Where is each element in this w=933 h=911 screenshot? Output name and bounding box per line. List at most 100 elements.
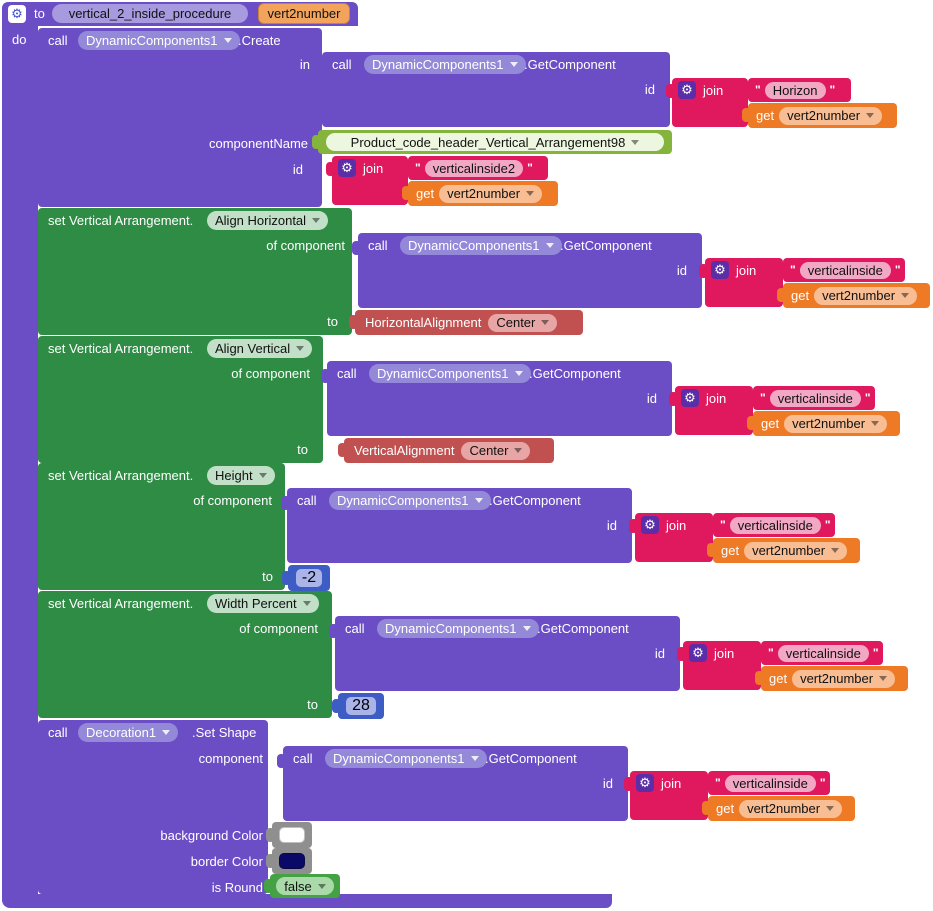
get-label: get [791, 287, 810, 303]
get-variable-block[interactable]: get vert2number [707, 538, 860, 563]
background-color-swatch[interactable] [279, 827, 305, 843]
string-field[interactable]: verticalinside2 [424, 159, 524, 177]
mutator-gear-icon[interactable]: ⚙ [681, 389, 699, 407]
chevron-down-icon [879, 676, 888, 681]
get-variable-block[interactable]: get vert2number [777, 283, 930, 308]
text-string-block[interactable]: " verticalinside " [777, 258, 905, 282]
dropdown-value: vert2number [747, 801, 821, 816]
string-field[interactable]: verticalinside [769, 389, 861, 407]
string-field[interactable]: verticalinside [777, 644, 869, 662]
plug [321, 369, 330, 383]
mutator-gear-icon[interactable]: ⚙ [689, 644, 707, 662]
getcomponent-component-dropdown[interactable]: DynamicComponents1 [329, 491, 491, 510]
chevron-down-icon [312, 218, 321, 223]
alignment-dropdown[interactable]: Center [461, 441, 531, 460]
property-dropdown[interactable]: Align Horizontal [207, 211, 329, 230]
get-variable-block[interactable]: get vert2number [702, 796, 855, 821]
variable-dropdown[interactable]: vert2number [779, 106, 883, 125]
text-string-block[interactable]: " verticalinside " [747, 386, 875, 410]
plug [699, 264, 708, 278]
procedure-block-footer[interactable] [2, 894, 612, 908]
string-field[interactable]: Horizon [764, 81, 826, 99]
close-quote: " [819, 776, 826, 790]
string-field[interactable]: verticalinside [799, 261, 891, 279]
variable-dropdown[interactable]: vert2number [784, 414, 888, 433]
componentname-label: componentName [209, 136, 308, 151]
component-name-dropdown[interactable]: Product_code_header_Vertical_Arrangement… [326, 133, 664, 151]
of-component-label: of component [266, 238, 345, 253]
to-label: to [297, 442, 308, 457]
variable-dropdown[interactable]: vert2number [814, 286, 918, 305]
logic-dropdown[interactable]: false [276, 877, 334, 895]
get-variable-block[interactable]: get vert2number [402, 181, 558, 206]
number-block[interactable]: -2 [282, 565, 330, 591]
plug [312, 135, 321, 149]
dropdown-value: DynamicComponents1 [337, 493, 469, 508]
property-dropdown[interactable]: Height [207, 466, 275, 485]
variable-dropdown[interactable]: vert2number [744, 541, 848, 560]
gear-glyph: ⚙ [639, 775, 651, 790]
property-dropdown[interactable]: Width Percent [207, 594, 319, 613]
getcomponent-component-dropdown[interactable]: DynamicComponents1 [369, 364, 531, 383]
chevron-down-icon [522, 626, 531, 631]
color-block[interactable] [266, 822, 312, 848]
mutator-gear-icon[interactable]: ⚙ [678, 81, 696, 99]
horizontal-alignment-block[interactable]: HorizontalAlignment Center [349, 310, 583, 335]
border-color-swatch[interactable] [279, 853, 305, 869]
decoration-setshape-block[interactable] [38, 720, 268, 894]
getcomponent-component-dropdown[interactable]: DynamicComponents1 [377, 619, 539, 638]
chevron-down-icon [866, 113, 875, 118]
getcomponent-component-dropdown[interactable]: DynamicComponents1 [364, 55, 526, 74]
get-variable-block[interactable]: get vert2number [747, 411, 900, 436]
logic-false-block[interactable]: false [264, 874, 340, 898]
chevron-down-icon [258, 473, 267, 478]
property-dropdown[interactable]: Align Vertical [207, 339, 313, 358]
decoration-component-dropdown[interactable]: Decoration1 [78, 723, 179, 742]
procedure-block-spine[interactable] [2, 24, 38, 894]
mutator-gear-icon[interactable]: ⚙ [636, 774, 654, 792]
variable-dropdown[interactable]: vert2number [739, 799, 843, 818]
create-component-dropdown[interactable]: DynamicComponents1 [78, 31, 240, 50]
dropdown-value: DynamicComponents1 [333, 751, 465, 766]
plug [338, 443, 347, 457]
string-field[interactable]: verticalinside [729, 516, 821, 534]
text-string-block[interactable]: " verticalinside " [702, 771, 830, 795]
variable-dropdown[interactable]: vert2number [439, 184, 543, 203]
plug [742, 83, 751, 97]
mutator-gear-icon[interactable]: ⚙ [711, 261, 729, 279]
get-variable-block[interactable]: get vert2number [742, 103, 897, 128]
vertical-alignment-block[interactable]: VerticalAlignment Center [338, 438, 554, 463]
close-quote: " [527, 161, 533, 175]
mutator-gear-icon[interactable]: ⚙ [8, 5, 26, 23]
text-string-block[interactable]: " verticalinside " [707, 513, 835, 537]
getcomponent-component-dropdown[interactable]: DynamicComponents1 [325, 749, 487, 768]
number-field[interactable]: 28 [346, 697, 376, 715]
text-string-block[interactable]: " Horizon " [742, 78, 851, 102]
create-block[interactable] [38, 28, 322, 207]
mutator-gear-icon[interactable]: ⚙ [338, 159, 356, 177]
variable-dropdown[interactable]: vert2number [792, 669, 896, 688]
getcomponent-component-dropdown[interactable]: DynamicComponents1 [400, 236, 562, 255]
open-quote: " [415, 161, 421, 175]
text-string-block[interactable]: " verticalinside2 " [402, 156, 548, 180]
mutator-gear-icon[interactable]: ⚙ [641, 516, 659, 534]
id-label: id [644, 82, 655, 97]
text-string-block[interactable]: " verticalinside " [755, 641, 883, 665]
color-block[interactable] [266, 848, 312, 874]
get-label: get [769, 670, 788, 686]
string-field[interactable]: verticalinside [724, 774, 816, 792]
procedure-param-block[interactable]: vert2number [258, 3, 350, 24]
plug [707, 543, 716, 557]
component-name-block[interactable]: Product_code_header_Vertical_Arrangement… [312, 130, 672, 154]
get-variable-block[interactable]: get vert2number [755, 666, 908, 691]
dropdown-value: DynamicComponents1 [86, 33, 218, 48]
plug [266, 828, 275, 842]
procedure-name-field[interactable]: vertical_2_inside_procedure [52, 4, 248, 23]
call-label: call [48, 725, 68, 740]
in-label: in [299, 57, 310, 72]
alignment-dropdown[interactable]: Center [488, 313, 558, 332]
chevron-down-icon [509, 62, 518, 67]
number-field[interactable]: -2 [295, 569, 323, 587]
number-block[interactable]: 28 [332, 693, 384, 719]
